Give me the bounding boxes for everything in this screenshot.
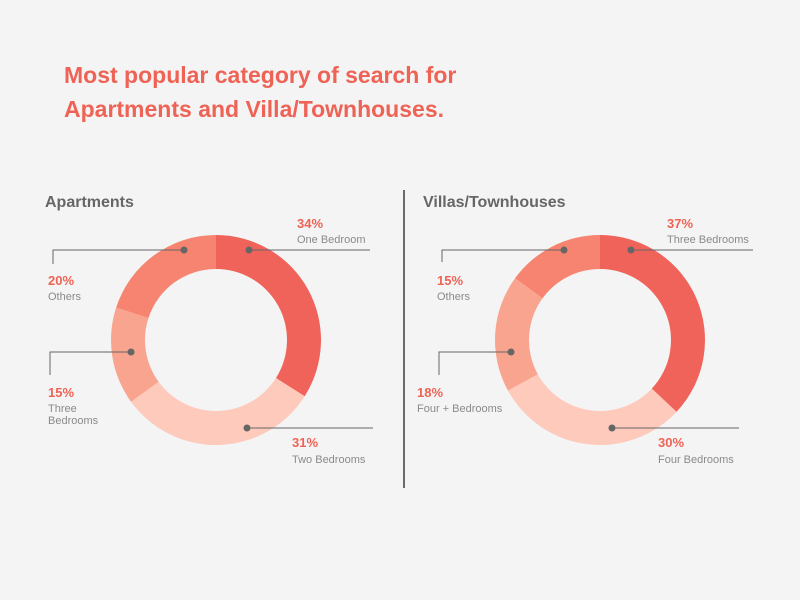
villa-slice-others — [515, 235, 600, 299]
chart-title-apartments: Apartments — [45, 194, 134, 211]
villa-pct-four-plus-bedrooms: 18% — [417, 385, 444, 400]
villa-leader-dot-4 — [560, 246, 568, 254]
divider — [403, 190, 405, 488]
villa-slice-three-bedrooms — [600, 235, 705, 412]
apt-leader-dot-4 — [180, 246, 188, 254]
chart-title-villas: Villas/Townhouses — [423, 194, 566, 211]
apt-slice-three-bedrooms — [110, 307, 159, 402]
apt-pct-three-bedrooms: 15% — [48, 385, 75, 400]
villa-leader-line-4 — [441, 249, 564, 262]
title-line-1: Most popular category of search for — [64, 62, 457, 88]
apt-leader-dot-1 — [245, 246, 253, 254]
page-title: Most popular category of search for Apar… — [64, 58, 664, 126]
apt-label-three-bedrooms-1: Three — [48, 403, 77, 415]
apt-slice-two-bedrooms — [131, 378, 305, 445]
villa-label-four-plus-bedrooms: Four + Bedrooms — [417, 403, 503, 415]
apt-pct-two-bedrooms: 31% — [292, 435, 319, 450]
villa-leader-dot-2 — [608, 424, 616, 432]
apartments-donut — [49, 235, 373, 445]
apt-pct-others: 20% — [48, 273, 75, 288]
apt-leader-line-4 — [52, 249, 184, 264]
villa-pct-four-bedrooms: 30% — [658, 435, 685, 450]
villa-slice-four-bedrooms — [507, 374, 677, 445]
villa-label-others: Others — [437, 291, 471, 303]
villa-pct-three-bedrooms: 37% — [667, 216, 694, 231]
apt-leader-dot-2 — [243, 424, 251, 432]
villa-label-four-bedrooms: Four Bedrooms — [658, 454, 734, 466]
villa-slice-four-bedrooms — [494, 278, 543, 391]
apt-label-three-bedrooms-2: Bedrooms — [48, 415, 99, 427]
apt-label-two-bedrooms: Two Bedrooms — [292, 454, 366, 466]
villa-leader-line-3 — [438, 351, 511, 375]
villa-leader-dot-1 — [627, 246, 635, 254]
apt-pct-one-bedroom: 34% — [297, 216, 324, 231]
apt-leader-dot-3 — [127, 348, 135, 356]
title-line-2: Apartments and Villa/Townhouses. — [64, 96, 444, 122]
apt-label-others: Others — [48, 291, 82, 303]
villa-label-three-bedrooms: Three Bedrooms — [667, 234, 749, 246]
apt-label-one-bedroom: One Bedroom — [297, 234, 366, 246]
villas-donut — [438, 235, 753, 445]
villa-leader-dot-3 — [507, 348, 515, 356]
villa-pct-others: 15% — [437, 273, 464, 288]
apt-leader-line-3 — [49, 351, 131, 375]
apt-slice-one-bedroom — [216, 235, 321, 397]
apt-slice-others — [116, 235, 216, 319]
